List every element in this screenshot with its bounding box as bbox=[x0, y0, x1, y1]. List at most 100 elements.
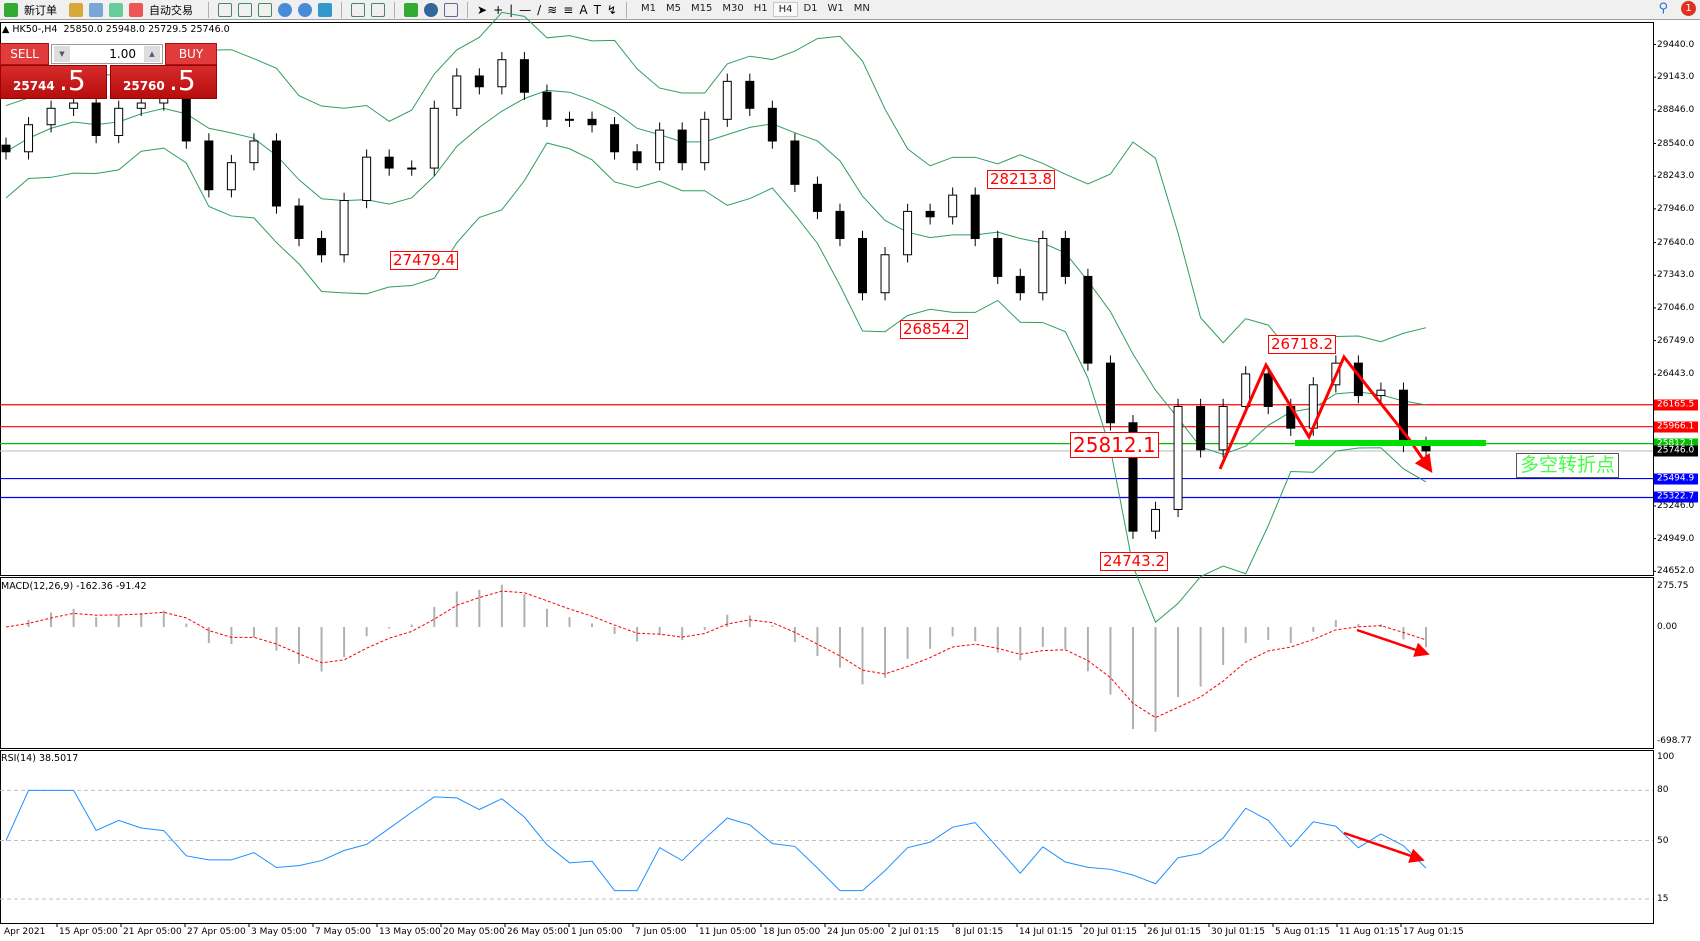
y-axis-label: 29143.0 bbox=[1657, 72, 1695, 83]
candle-body bbox=[564, 118, 574, 121]
new-order-icon[interactable] bbox=[4, 2, 18, 17]
rsi-axis-label: 50 bbox=[1657, 835, 1669, 846]
fibonacci-icon[interactable]: ≡ bbox=[563, 2, 574, 17]
signal-icon[interactable] bbox=[109, 2, 123, 17]
candle-body bbox=[1196, 405, 1206, 451]
candle-body bbox=[542, 91, 552, 120]
candle-body bbox=[745, 80, 755, 109]
text-label-icon[interactable]: T bbox=[593, 2, 601, 17]
timeframe-d1[interactable]: D1 bbox=[803, 3, 818, 14]
tile-windows-icon[interactable] bbox=[318, 2, 332, 17]
line-chart-icon[interactable] bbox=[258, 2, 272, 17]
divider bbox=[208, 1, 209, 18]
x-axis-label: 20 Jul 01:15 bbox=[1083, 927, 1137, 937]
sell-button[interactable]: SELL bbox=[0, 43, 49, 65]
candle-body bbox=[1128, 422, 1138, 532]
new-order-button[interactable]: 新订单 bbox=[24, 3, 57, 17]
candle-body bbox=[677, 129, 687, 164]
candle-body bbox=[722, 80, 732, 120]
crosshair-icon[interactable]: + bbox=[493, 2, 504, 17]
sell-price-main: 25744 bbox=[13, 79, 55, 93]
arrows-icon[interactable]: ↯ bbox=[606, 2, 617, 17]
autoscroll-icon[interactable] bbox=[371, 2, 385, 17]
notification-badge[interactable]: 1 bbox=[1681, 1, 1696, 16]
price-label-high: 28213.8 bbox=[987, 170, 1056, 189]
buy-button[interactable]: BUY bbox=[165, 43, 217, 65]
panel-frame bbox=[0, 577, 1654, 749]
candle-body bbox=[1173, 405, 1183, 510]
candle-body bbox=[655, 129, 665, 164]
bar-chart-icon[interactable] bbox=[218, 2, 232, 17]
timeframe-m1[interactable]: M1 bbox=[640, 3, 656, 14]
timeframe-mn[interactable]: MN bbox=[853, 3, 870, 14]
y-axis-label: 24652.0 bbox=[1657, 566, 1695, 577]
x-axis-label: Apr 2021 bbox=[4, 927, 46, 937]
x-axis-label: 17 Aug 01:15 bbox=[1403, 927, 1464, 937]
lot-increase-icon[interactable]: ▲ bbox=[144, 46, 160, 62]
timeframe-m15[interactable]: M15 bbox=[690, 3, 713, 14]
auto-trade-button[interactable]: 自动交易 bbox=[149, 3, 193, 17]
candle-body bbox=[812, 183, 822, 212]
zoom-out-icon[interactable] bbox=[298, 2, 312, 17]
x-axis-label: 27 Apr 05:00 bbox=[187, 927, 246, 937]
candle-body bbox=[497, 59, 507, 88]
trendline-icon[interactable]: / bbox=[537, 2, 542, 17]
y-axis-label: 25246.0 bbox=[1657, 500, 1695, 511]
strategy-tester-icon[interactable] bbox=[69, 2, 83, 17]
x-axis-label: 8 Jul 01:15 bbox=[955, 927, 1004, 937]
price-tag: 25322.7 bbox=[1654, 491, 1698, 503]
horizontal-line-icon[interactable]: — bbox=[519, 2, 532, 17]
x-axis-label: 26 May 05:00 bbox=[507, 927, 569, 937]
timeframe-m5[interactable]: M5 bbox=[665, 3, 681, 14]
candle-body bbox=[474, 75, 484, 88]
x-axis-label: 1 Jun 05:00 bbox=[571, 927, 623, 937]
candle-body bbox=[136, 102, 146, 109]
y-axis-label: 26443.0 bbox=[1657, 369, 1695, 380]
buy-price[interactable]: 25760 .5 bbox=[110, 64, 217, 99]
periods-icon[interactable] bbox=[424, 2, 438, 17]
divider bbox=[467, 1, 468, 18]
x-axis-label: 14 Jul 01:15 bbox=[1019, 927, 1073, 937]
timeframe-h1[interactable]: H1 bbox=[753, 3, 768, 14]
cursor-icon[interactable]: ➤ bbox=[477, 2, 488, 17]
divider bbox=[341, 1, 342, 18]
market-watch-icon[interactable] bbox=[89, 2, 103, 17]
panel-frame bbox=[0, 22, 1654, 576]
candle-body bbox=[1218, 405, 1228, 451]
pivot-text-label: 多空转折点 bbox=[1516, 453, 1620, 478]
y-axis-label: 24949.0 bbox=[1657, 533, 1695, 544]
text-icon[interactable]: A bbox=[579, 2, 588, 17]
price-label-low: 26854.2 bbox=[900, 320, 969, 339]
sell-price[interactable]: 25744 .5 bbox=[0, 64, 107, 99]
candle-body bbox=[226, 162, 236, 191]
x-axis-label: 2 Jul 01:15 bbox=[891, 927, 940, 937]
y-axis-label: 27946.0 bbox=[1657, 203, 1695, 214]
candle-body bbox=[249, 140, 259, 164]
candle-body bbox=[1241, 373, 1251, 407]
auto-trade-icon[interactable] bbox=[129, 2, 143, 17]
candlestick-icon[interactable] bbox=[238, 2, 252, 17]
lot-decrease-icon[interactable]: ▼ bbox=[54, 46, 70, 62]
x-axis-label: 20 May 05:00 bbox=[443, 927, 505, 937]
search-icon[interactable]: ⚲ bbox=[1658, 1, 1668, 16]
timeframe-w1[interactable]: W1 bbox=[827, 3, 844, 14]
channel-icon[interactable]: ≋ bbox=[547, 2, 558, 17]
candle-body bbox=[204, 140, 214, 191]
rsi-line bbox=[5, 789, 1427, 892]
lot-size-input[interactable]: 1.00 bbox=[51, 44, 163, 64]
toolbar: 新订单 自动交易 ➤ + | — / ≋ ≡ A T ↯ M1 M5 M15 M30 H… bbox=[0, 0, 1700, 20]
candle-body bbox=[700, 118, 710, 164]
timeframe-m30[interactable]: M30 bbox=[722, 3, 744, 14]
timeframe-h4[interactable]: H4 bbox=[772, 2, 799, 17]
candle-body bbox=[903, 210, 913, 256]
templates-icon[interactable] bbox=[444, 2, 458, 17]
vertical-line-icon[interactable]: | bbox=[509, 2, 514, 17]
candle-body bbox=[925, 210, 935, 218]
candle-body bbox=[384, 156, 394, 169]
zoom-in-icon[interactable] bbox=[278, 2, 292, 17]
x-axis-label: 7 May 05:00 bbox=[315, 927, 371, 937]
chart-shift-icon[interactable] bbox=[351, 2, 365, 17]
candle-body bbox=[1060, 237, 1070, 277]
indicators-icon[interactable] bbox=[404, 2, 418, 17]
